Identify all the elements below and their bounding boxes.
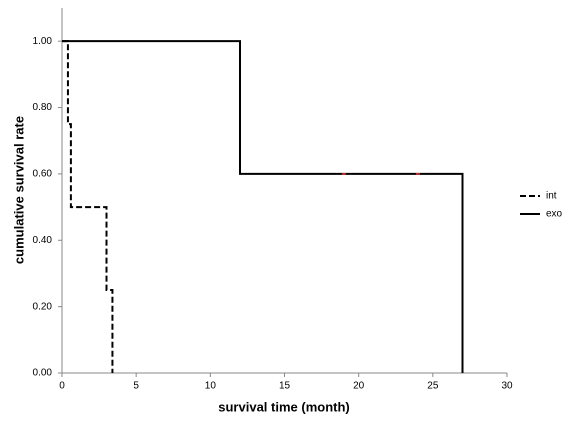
x-tick-label: 10 bbox=[205, 381, 217, 392]
y-tick-label: 0.40 bbox=[33, 235, 53, 246]
x-axis-title: survival time (month) bbox=[218, 399, 349, 414]
x-tick-label: 25 bbox=[427, 381, 439, 392]
y-tick-label: 0.20 bbox=[33, 301, 53, 312]
y-tick-label: 0.00 bbox=[33, 368, 53, 379]
y-tick-label: 0.60 bbox=[33, 169, 53, 180]
legend-label: exo bbox=[546, 209, 563, 220]
x-tick-label: 20 bbox=[353, 381, 365, 392]
x-tick-label: 5 bbox=[133, 381, 139, 392]
x-tick-label: 30 bbox=[501, 381, 513, 392]
x-tick-label: 0 bbox=[59, 381, 65, 392]
y-tick-label: 0.80 bbox=[33, 102, 53, 113]
y-tick-label: 1.00 bbox=[33, 36, 53, 47]
x-tick-label: 15 bbox=[279, 381, 291, 392]
survival-line bbox=[62, 40, 464, 373]
y-axis-title: cumulative survival rate bbox=[11, 116, 26, 264]
legend-label: int bbox=[546, 191, 557, 202]
survival-line bbox=[62, 40, 114, 373]
